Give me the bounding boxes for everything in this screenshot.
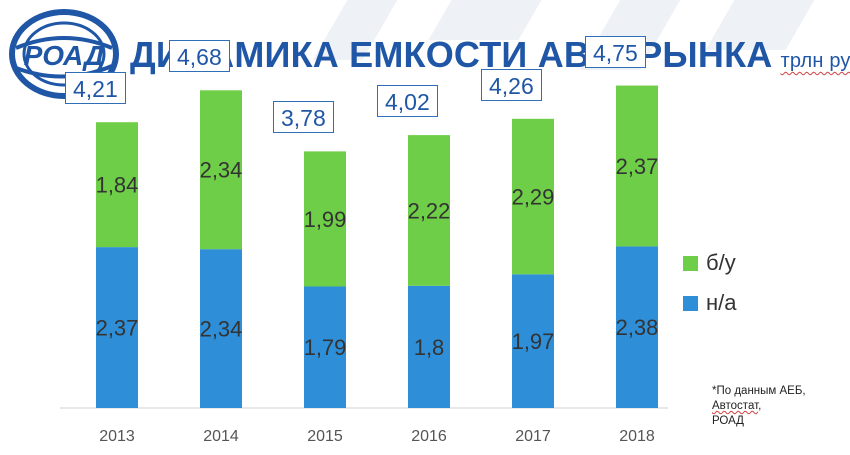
road-logo: РОАД bbox=[9, 9, 119, 99]
data-label-new: 1,8 bbox=[414, 335, 445, 360]
source-footnote: *По данным АЕБ, Автостат, РОАД bbox=[712, 385, 806, 427]
x-tick-label: 2013 bbox=[99, 428, 135, 445]
bar-segment-used bbox=[512, 118, 554, 275]
bar-segment-new bbox=[96, 247, 138, 408]
total-value-box: 3,78 bbox=[273, 101, 334, 134]
legend-label-new: н/а bbox=[706, 290, 737, 315]
chart-legend: б/у н/а bbox=[683, 250, 737, 332]
x-tick-label: 2015 bbox=[307, 428, 343, 445]
total-value-box: 4,02 bbox=[377, 85, 438, 118]
total-value-box: 4,26 bbox=[481, 68, 542, 101]
data-label-new: 2,38 bbox=[616, 315, 659, 340]
data-label-used: 1,99 bbox=[304, 207, 347, 232]
total-value-box: 4,75 bbox=[585, 35, 646, 68]
data-label-used: 2,22 bbox=[408, 198, 451, 223]
x-tick-label: 2016 bbox=[411, 428, 447, 445]
page-title: ДИНАМИКА ЕМКОСТИ АВТОРЫНКА трлн руб bbox=[130, 34, 850, 76]
x-tick-label: 2017 bbox=[515, 428, 551, 445]
x-tick-label: 2014 bbox=[203, 428, 239, 445]
bar-segment-used bbox=[408, 135, 450, 286]
bar-segment-used bbox=[96, 122, 138, 248]
data-label-used: 2,37 bbox=[616, 154, 659, 179]
legend-item-used: б/у bbox=[683, 250, 737, 275]
data-label-used: 2,34 bbox=[200, 158, 243, 183]
total-value-box: 4,68 bbox=[169, 40, 230, 73]
bar-segment-used bbox=[200, 90, 242, 250]
bar-segment-new bbox=[200, 249, 242, 408]
logo-text: РОАД bbox=[24, 40, 105, 71]
title-main: ДИНАМИКА ЕМКОСТИ АВТОРЫНКА bbox=[130, 34, 773, 75]
data-label-new: 1,97 bbox=[512, 329, 555, 354]
legend-swatch-used bbox=[683, 255, 698, 271]
x-tick-label: 2018 bbox=[619, 428, 655, 445]
legend-swatch-new bbox=[683, 295, 698, 311]
footnote-line-2: Автостат bbox=[712, 400, 759, 412]
legend-label-used: б/у bbox=[706, 250, 736, 275]
data-label-used: 2,29 bbox=[512, 185, 555, 210]
bar-segment-new bbox=[616, 246, 658, 408]
data-label-new: 2,37 bbox=[96, 316, 139, 341]
data-label-new: 1,79 bbox=[304, 335, 347, 360]
bar-segment-new bbox=[512, 274, 554, 408]
data-label-new: 2,34 bbox=[200, 317, 243, 342]
footnote-line-1: *По данным АЕБ, bbox=[712, 385, 806, 397]
bar-segment-used bbox=[304, 151, 346, 287]
footnote-line-3: РОАД bbox=[712, 415, 744, 427]
legend-item-new: н/а bbox=[683, 290, 737, 315]
bar-segment-new bbox=[408, 285, 450, 408]
total-value-box: 4,21 bbox=[65, 72, 126, 105]
bar-segment-used bbox=[616, 85, 658, 247]
bar-segment-new bbox=[304, 286, 346, 408]
title-unit: трлн руб bbox=[780, 50, 850, 72]
data-label-used: 1,84 bbox=[96, 173, 139, 198]
